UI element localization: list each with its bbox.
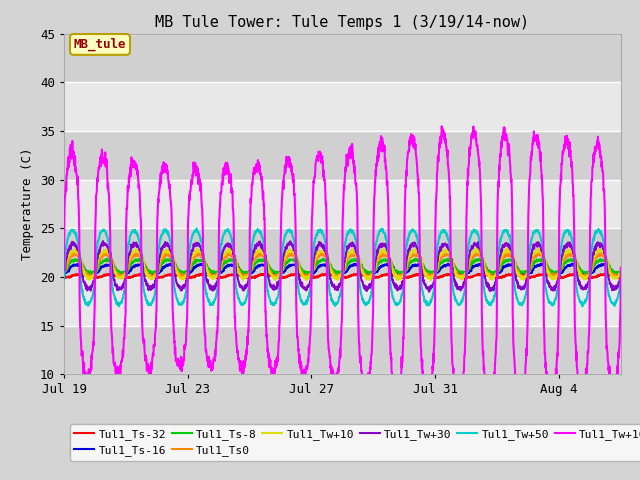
Tul1_Ts0 <box>601 254 609 260</box>
Tul1_Ts-32 <box>331 273 339 279</box>
Tul1_Tw+50 <box>332 303 339 309</box>
Tul1_Tw+30 <box>60 275 68 280</box>
Bar <box>64 82 621 131</box>
Tul1_Ts0 <box>459 275 467 281</box>
Tul1_Tw+30 <box>617 274 625 280</box>
Tul1_Tw+30 <box>331 287 339 292</box>
Tul1_Tw+50 <box>499 230 507 236</box>
Tul1_Ts-16 <box>499 266 506 272</box>
Tul1_Tw+30 <box>426 289 433 295</box>
Tul1_Ts-32 <box>463 276 470 281</box>
Y-axis label: Temperature (C): Temperature (C) <box>21 148 35 260</box>
Tul1_Ts-32 <box>601 272 609 277</box>
Line: Tul1_Ts-32: Tul1_Ts-32 <box>64 274 621 278</box>
Title: MB Tule Tower: Tule Temps 1 (3/19/14-now): MB Tule Tower: Tule Temps 1 (3/19/14-now… <box>156 15 529 30</box>
Line: Tul1_Ts-16: Tul1_Ts-16 <box>64 264 621 275</box>
Tul1_Tw+50 <box>88 294 96 300</box>
Tul1_Tw+30 <box>601 250 609 255</box>
Tul1_Ts0 <box>102 250 109 256</box>
Tul1_Tw+10 <box>303 277 310 283</box>
Tul1_Tw+10 <box>601 252 609 258</box>
Tul1_Ts-16 <box>60 271 68 277</box>
Tul1_Ts-8 <box>612 271 620 277</box>
Tul1_Ts-8 <box>88 270 96 276</box>
Tul1_Tw+10 <box>617 269 625 275</box>
Tul1_Ts-8 <box>412 256 419 262</box>
Tul1_Ts0 <box>60 269 68 275</box>
Bar <box>64 277 621 326</box>
Tul1_Tw+100 <box>602 230 609 236</box>
Tul1_Tw+30 <box>99 238 107 244</box>
Tul1_Tw+10 <box>499 252 506 257</box>
Tul1_Tw+50 <box>601 247 609 252</box>
Tul1_Ts-32 <box>88 275 96 281</box>
Bar <box>64 228 621 277</box>
Tul1_Tw+100 <box>88 349 96 355</box>
Tul1_Ts-8 <box>617 268 625 274</box>
Tul1_Ts-8 <box>316 259 324 264</box>
Text: MB_tule: MB_tule <box>74 38 126 51</box>
Tul1_Ts-16 <box>601 262 609 268</box>
Bar <box>64 131 621 180</box>
Tul1_Ts0 <box>499 254 507 260</box>
Line: Tul1_Ts0: Tul1_Ts0 <box>64 253 621 278</box>
Tul1_Tw+30 <box>316 241 324 247</box>
Tul1_Ts-32 <box>602 272 609 277</box>
Tul1_Ts-16 <box>88 271 96 276</box>
Tul1_Ts0 <box>88 273 96 278</box>
Tul1_Tw+10 <box>88 273 96 278</box>
Tul1_Tw+50 <box>602 251 609 256</box>
Tul1_Tw+10 <box>60 269 68 275</box>
Tul1_Ts-8 <box>601 258 609 264</box>
Tul1_Tw+50 <box>617 278 625 284</box>
Tul1_Ts0 <box>331 273 339 278</box>
Tul1_Tw+30 <box>88 282 96 288</box>
Tul1_Tw+100 <box>60 267 68 273</box>
Tul1_Ts-16 <box>602 262 609 268</box>
Tul1_Tw+10 <box>602 254 609 260</box>
Tul1_Ts0 <box>602 256 609 262</box>
Bar <box>64 34 621 82</box>
Tul1_Tw+50 <box>115 303 123 309</box>
Line: Tul1_Tw+30: Tul1_Tw+30 <box>64 241 621 292</box>
Tul1_Ts-16 <box>490 272 498 278</box>
Line: Tul1_Tw+10: Tul1_Tw+10 <box>64 249 621 280</box>
Tul1_Ts-8 <box>499 260 506 266</box>
Tul1_Ts-32 <box>60 274 68 280</box>
Line: Tul1_Ts-8: Tul1_Ts-8 <box>64 259 621 274</box>
Tul1_Tw+50 <box>60 277 68 283</box>
Tul1_Tw+50 <box>317 228 324 234</box>
Tul1_Ts-8 <box>601 258 609 264</box>
Tul1_Ts-16 <box>316 263 324 268</box>
Tul1_Tw+100 <box>499 136 507 142</box>
Tul1_Ts-16 <box>617 271 625 276</box>
Tul1_Tw+10 <box>534 246 542 252</box>
Tul1_Ts-16 <box>569 261 577 266</box>
Tul1_Ts-8 <box>60 268 68 274</box>
Line: Tul1_Tw+50: Tul1_Tw+50 <box>64 228 621 306</box>
Tul1_Tw+100 <box>617 265 625 271</box>
Tul1_Tw+100 <box>438 123 445 129</box>
Tul1_Tw+100 <box>331 383 339 389</box>
Tul1_Ts-8 <box>331 268 339 274</box>
Tul1_Ts-32 <box>617 275 625 281</box>
Tul1_Tw+100 <box>316 149 324 155</box>
Tul1_Tw+10 <box>331 276 339 281</box>
Tul1_Tw+30 <box>602 254 609 260</box>
Tul1_Ts-32 <box>499 274 507 280</box>
Tul1_Tw+50 <box>193 226 200 231</box>
Tul1_Tw+10 <box>316 248 324 254</box>
Tul1_Tw+100 <box>453 406 461 411</box>
Legend: Tul1_Ts-32, Tul1_Ts-16, Tul1_Ts-8, Tul1_Ts0, Tul1_Tw+10, Tul1_Tw+30, Tul1_Tw+50,: Tul1_Ts-32, Tul1_Ts-16, Tul1_Ts-8, Tul1_… <box>70 424 640 460</box>
Bar <box>64 326 621 374</box>
Bar <box>64 180 621 228</box>
Tul1_Ts-16 <box>331 269 339 275</box>
Tul1_Tw+30 <box>499 243 507 249</box>
Tul1_Tw+100 <box>601 216 609 222</box>
Tul1_Ts0 <box>617 270 625 276</box>
Tul1_Ts0 <box>316 252 324 258</box>
Line: Tul1_Tw+100: Tul1_Tw+100 <box>64 126 621 408</box>
Tul1_Ts-32 <box>316 273 324 278</box>
Tul1_Ts-32 <box>354 271 362 276</box>
